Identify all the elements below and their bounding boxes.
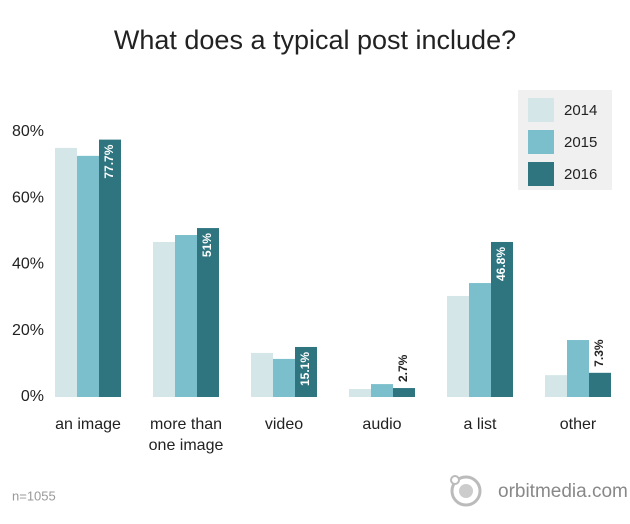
- x-tick-label: more than one image: [148, 416, 224, 454]
- bar: [197, 228, 219, 397]
- chart-title: What does a typical post include?: [114, 25, 516, 55]
- x-tick-label: other: [559, 416, 597, 433]
- bar: [567, 340, 589, 397]
- bar: [447, 295, 469, 397]
- bar: [99, 139, 121, 397]
- x-tick-label: audio: [362, 416, 402, 433]
- bar: [55, 147, 77, 397]
- value-label: 2.7%: [396, 354, 410, 382]
- footnote: n=1055: [12, 488, 56, 503]
- bar: [273, 358, 295, 397]
- bar: [77, 155, 99, 397]
- bar: [589, 372, 611, 397]
- legend-label: 2015: [564, 134, 597, 151]
- bar: [251, 352, 273, 397]
- value-label: 77.7%: [102, 144, 116, 178]
- bar: [153, 241, 175, 397]
- legend-label: 2014: [564, 102, 597, 119]
- value-label: 7.3%: [592, 339, 606, 367]
- bar: [393, 388, 415, 397]
- legend-swatch: [528, 162, 554, 186]
- value-label: 51%: [200, 233, 214, 257]
- logo: [450, 475, 482, 507]
- bar: [491, 241, 513, 397]
- y-tick-label: 80%: [12, 123, 44, 140]
- x-tick-label: a list: [463, 416, 497, 433]
- y-tick-label: 20%: [12, 322, 44, 339]
- y-tick-label: 0%: [21, 388, 44, 405]
- source: orbitmedia.com: [498, 481, 628, 502]
- bar: [545, 375, 567, 397]
- legend-swatch: [528, 98, 554, 122]
- bar: [175, 235, 197, 397]
- legend-swatch: [528, 130, 554, 154]
- x-tick-label: video: [264, 416, 304, 433]
- value-label: 46.8%: [494, 247, 508, 281]
- y-tick-label: 40%: [12, 256, 44, 273]
- bar: [371, 384, 393, 397]
- legend-label: 2016: [564, 166, 597, 183]
- x-tick-label: an image: [55, 416, 121, 433]
- bar: [469, 283, 491, 397]
- bar: [349, 389, 371, 397]
- y-tick-label: 60%: [12, 189, 44, 206]
- bar: [295, 346, 317, 397]
- value-label: 15.1%: [298, 352, 312, 386]
